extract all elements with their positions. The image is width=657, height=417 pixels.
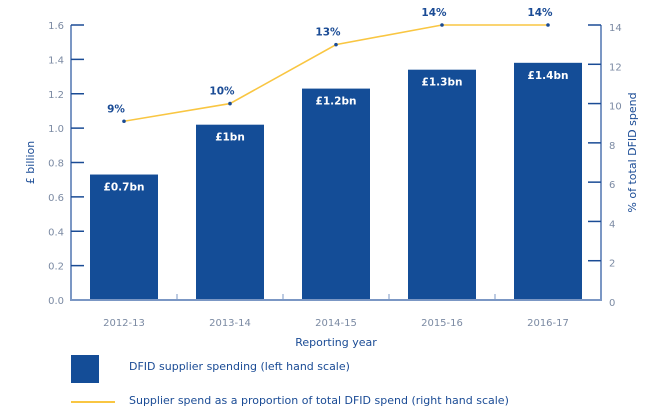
x-tick-label: 2016-17 xyxy=(527,318,569,329)
right-tick-label: 8 xyxy=(609,141,615,152)
line-label: 9% xyxy=(107,103,125,115)
bar xyxy=(302,88,370,300)
left-tick-label: 0.4 xyxy=(48,227,64,238)
legend-bar-swatch xyxy=(71,355,99,383)
line-point xyxy=(228,101,232,106)
left-tick-label: 0.2 xyxy=(48,262,64,273)
right-tick-label: 10 xyxy=(609,102,622,113)
x-tick-label: 2014-15 xyxy=(315,318,357,329)
right-tick-label: 2 xyxy=(609,259,615,270)
right-tick-label: 0 xyxy=(609,298,615,309)
bar xyxy=(408,69,476,300)
left-tick-label: 0.0 xyxy=(48,296,64,307)
right-axis-title: % of total DFID spend xyxy=(626,92,639,212)
right-tick-label: 4 xyxy=(609,219,615,230)
x-tick-label: 2015-16 xyxy=(421,318,463,329)
right-tick-label: 6 xyxy=(609,180,615,191)
left-axis-title: £ billion xyxy=(24,141,37,184)
legend-line-swatch xyxy=(71,401,115,403)
left-tick-label: 1.0 xyxy=(48,124,64,135)
x-tick-label: 2012-13 xyxy=(103,318,145,329)
right-tick-label: 14 xyxy=(609,23,622,34)
line-point xyxy=(122,119,126,124)
bar xyxy=(514,62,582,300)
left-tick-label: 0.6 xyxy=(48,193,64,204)
x-tick-label: 2013-14 xyxy=(209,318,251,329)
bar xyxy=(90,174,158,300)
bar xyxy=(196,124,264,300)
left-tick-label: 1.2 xyxy=(48,90,64,101)
legend-bar-label: DFID supplier spending (left hand scale) xyxy=(129,360,350,373)
left-tick-label: 1.6 xyxy=(48,21,64,32)
bar-label: £0.7bn xyxy=(104,182,145,194)
line-label: 10% xyxy=(209,86,235,98)
bar-label: £1bn xyxy=(215,132,245,144)
line-label: 14% xyxy=(527,7,553,19)
left-tick-label: 0.8 xyxy=(48,159,64,170)
bar-label: £1.4bn xyxy=(528,70,569,82)
right-tick-label: 12 xyxy=(609,62,622,73)
left-tick-label: 1.4 xyxy=(48,55,64,66)
line-label: 13% xyxy=(315,27,341,39)
legend-line-label: Supplier spend as a proportion of total … xyxy=(129,394,509,407)
bar-label: £1.3bn xyxy=(422,77,463,89)
line-point xyxy=(334,42,338,47)
x-axis-title: Reporting year xyxy=(295,336,377,349)
bar-label: £1.2bn xyxy=(316,96,357,108)
line-point xyxy=(546,23,550,27)
line-point xyxy=(440,23,444,27)
line-label: 14% xyxy=(421,7,447,19)
